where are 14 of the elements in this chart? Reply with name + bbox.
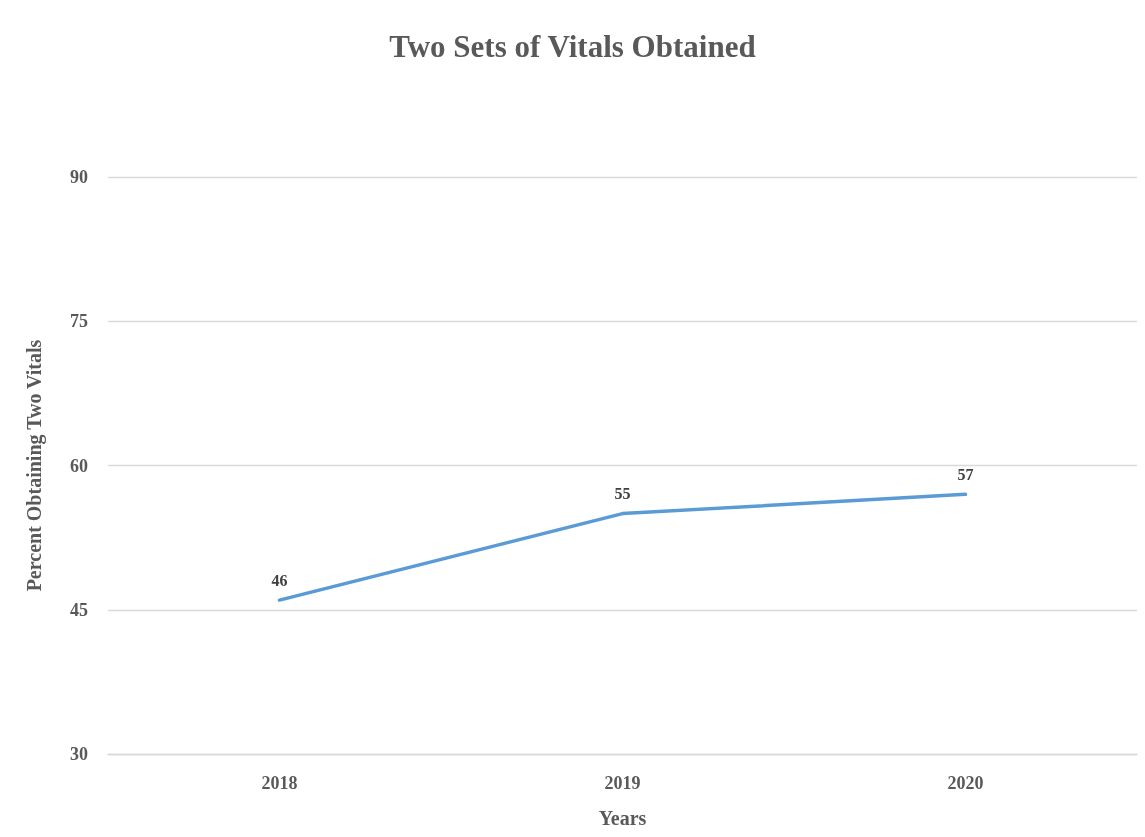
y-tick-label: 90 xyxy=(70,167,88,187)
data-label: 46 xyxy=(271,571,288,589)
y-tick-label: 45 xyxy=(70,599,88,620)
x-tick-label: 2020 xyxy=(947,773,984,793)
y-axis-title: Percent Obtaining Two Vitals xyxy=(23,339,46,592)
y-tick-label: 75 xyxy=(70,311,88,332)
y-tick-label: 60 xyxy=(70,455,88,476)
x-tick-label: 2019 xyxy=(604,773,641,793)
x-axis-title: Years xyxy=(598,807,647,829)
data-label: 55 xyxy=(614,485,631,503)
x-tick-label: 2018 xyxy=(261,773,298,793)
y-tick-label: 30 xyxy=(70,744,88,764)
chart-title: Two Sets of Vitals Obtained xyxy=(389,29,756,64)
data-label: 57 xyxy=(957,465,974,483)
